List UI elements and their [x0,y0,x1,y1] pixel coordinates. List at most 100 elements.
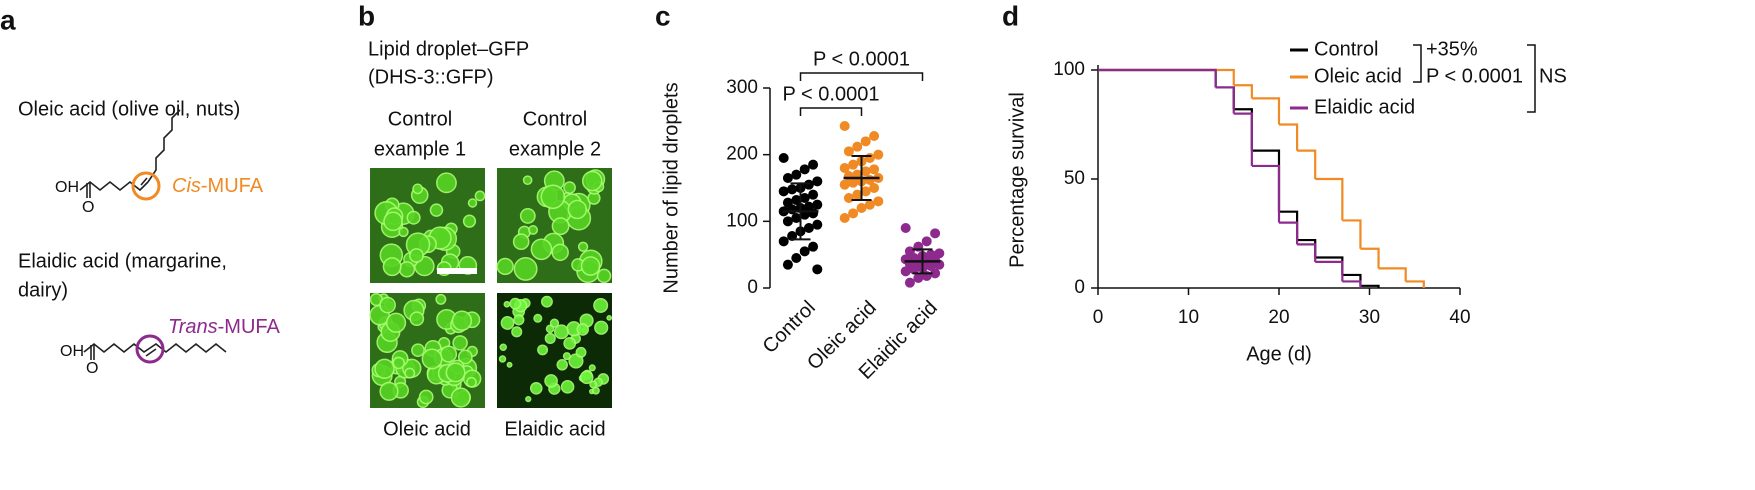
survival-step [1342,280,1362,288]
droplet [466,376,477,388]
droplet [511,326,523,338]
survival-step [1297,238,1317,258]
data-point [852,141,863,152]
droplet [563,181,576,194]
data-point [812,264,823,275]
data-point [791,169,802,180]
bracket [1413,44,1422,83]
survival-step [1315,256,1344,275]
column-label: Control [388,108,452,130]
y-tick-label: 300 [726,77,758,98]
droplet [519,207,536,224]
survival-step [1315,260,1344,282]
data-point [860,166,871,177]
data-point [869,164,880,175]
data-point [787,204,798,215]
droplet [512,233,530,251]
label-suffix: -MUFA [201,175,264,197]
data-point [778,236,789,247]
droplet [499,343,507,351]
data-point [843,146,854,157]
droplet [506,361,513,368]
data-point [839,163,850,173]
droplet [567,199,588,220]
data-point [778,153,789,163]
data-point [799,193,810,203]
droplet [540,295,553,308]
annotation: +35% [1426,38,1478,60]
droplet [549,318,560,328]
data-point [803,179,814,190]
droplet [412,183,424,195]
survival-step [1251,149,1281,212]
droplet [445,362,466,383]
droplet [435,293,447,305]
x-tick-label: 10 [1178,307,1199,328]
atom: OH [60,343,84,360]
label: Trans-MUFA [168,316,281,338]
droplet [496,257,514,276]
data-point [808,208,819,219]
data-point [782,173,793,183]
droplet [498,355,507,363]
data-point [869,183,880,193]
y-axis-label: Number of lipid droplets [660,82,682,293]
droplet [580,256,601,276]
data-point [930,268,941,279]
droplet [554,324,569,340]
droplet [374,358,395,380]
data-point [791,213,802,223]
significance-bracket [799,72,924,81]
data-point [852,189,863,200]
droplet [551,243,569,262]
droplet [537,344,549,356]
data-point [873,196,884,207]
y-tick-label: 0 [747,277,758,298]
survival-step [1098,68,1217,88]
data-point [799,164,810,175]
droplet [409,311,425,327]
micrographs [369,168,613,409]
droplet [398,261,416,278]
column-label: example 1 [374,138,466,160]
droplet [451,310,473,331]
atom: OH [55,179,79,196]
x-tick-label: Control [759,297,820,358]
label-italic: Trans [168,316,218,338]
survival-step [1098,68,1217,88]
droplet [560,380,575,394]
data-point [812,219,823,230]
y-tick-label: 50 [1064,168,1085,189]
survival-step [1315,177,1344,221]
data-point [860,136,871,147]
significance-bracket [799,107,863,116]
data-point [909,264,920,275]
droplet [513,256,538,281]
droplet [556,359,568,371]
data-point [808,189,819,200]
droplet [544,374,558,388]
label: Cis-MUFA [172,175,264,197]
droplet [404,367,416,379]
droplet [439,345,458,363]
legend-label: Oleic acid [1314,65,1402,87]
droplet [409,248,424,263]
droplet [529,382,543,395]
droplet [429,203,444,217]
survival-step [1233,112,1253,166]
x-axis-label: Age (d) [1246,343,1312,365]
data-point [904,277,915,288]
legend-label: Control [1314,38,1378,60]
droplet [418,389,434,405]
data-point [921,236,932,247]
y-axis-label: Percentage survival [1006,92,1028,268]
label: Oleic acid (olive oil, nuts) [18,98,240,120]
survival-step [1098,68,1235,86]
survival-step [1297,243,1317,262]
data-point [900,223,911,233]
droplet [457,349,473,365]
data-point [930,228,941,239]
droplet [467,198,478,208]
data-point [900,266,911,277]
